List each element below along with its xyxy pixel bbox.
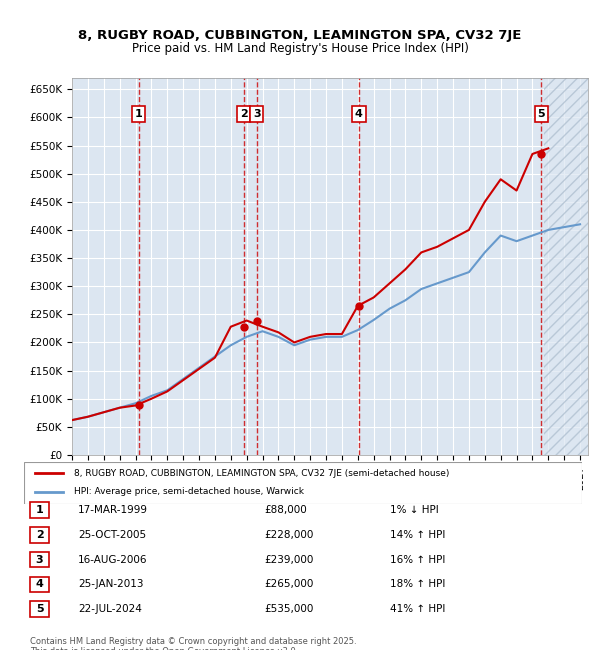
Text: 18% ↑ HPI: 18% ↑ HPI: [390, 579, 445, 590]
Text: 2: 2: [36, 530, 43, 540]
Text: £535,000: £535,000: [264, 604, 313, 614]
Text: 17-MAR-1999: 17-MAR-1999: [78, 505, 148, 515]
Text: 4: 4: [355, 109, 363, 119]
FancyBboxPatch shape: [24, 462, 582, 504]
Text: Contains HM Land Registry data © Crown copyright and database right 2025.
This d: Contains HM Land Registry data © Crown c…: [30, 637, 356, 650]
Text: 5: 5: [538, 109, 545, 119]
Text: 22-JUL-2024: 22-JUL-2024: [78, 604, 142, 614]
Text: HPI: Average price, semi-detached house, Warwick: HPI: Average price, semi-detached house,…: [74, 488, 304, 497]
Text: £265,000: £265,000: [264, 579, 313, 590]
Text: 14% ↑ HPI: 14% ↑ HPI: [390, 530, 445, 540]
Text: 5: 5: [36, 604, 43, 614]
Text: 1: 1: [36, 505, 43, 515]
Text: 3: 3: [36, 554, 43, 565]
FancyBboxPatch shape: [30, 552, 49, 567]
Text: 3: 3: [253, 109, 260, 119]
Text: £88,000: £88,000: [264, 505, 307, 515]
Bar: [544, 78, 588, 455]
Text: 1% ↓ HPI: 1% ↓ HPI: [390, 505, 439, 515]
Text: £228,000: £228,000: [264, 530, 313, 540]
FancyBboxPatch shape: [30, 502, 49, 518]
Text: £239,000: £239,000: [264, 554, 313, 565]
FancyBboxPatch shape: [30, 601, 49, 617]
Text: 41% ↑ HPI: 41% ↑ HPI: [390, 604, 445, 614]
Text: 1: 1: [135, 109, 143, 119]
Text: 25-OCT-2005: 25-OCT-2005: [78, 530, 146, 540]
FancyBboxPatch shape: [30, 527, 49, 543]
Text: 2: 2: [240, 109, 248, 119]
Text: 25-JAN-2013: 25-JAN-2013: [78, 579, 143, 590]
Text: 8, RUGBY ROAD, CUBBINGTON, LEAMINGTON SPA, CV32 7JE: 8, RUGBY ROAD, CUBBINGTON, LEAMINGTON SP…: [79, 29, 521, 42]
Text: Price paid vs. HM Land Registry's House Price Index (HPI): Price paid vs. HM Land Registry's House …: [131, 42, 469, 55]
Text: 4: 4: [35, 579, 44, 590]
Text: 8, RUGBY ROAD, CUBBINGTON, LEAMINGTON SPA, CV32 7JE (semi-detached house): 8, RUGBY ROAD, CUBBINGTON, LEAMINGTON SP…: [74, 469, 449, 478]
Text: 16-AUG-2006: 16-AUG-2006: [78, 554, 148, 565]
FancyBboxPatch shape: [30, 577, 49, 592]
Text: 16% ↑ HPI: 16% ↑ HPI: [390, 554, 445, 565]
